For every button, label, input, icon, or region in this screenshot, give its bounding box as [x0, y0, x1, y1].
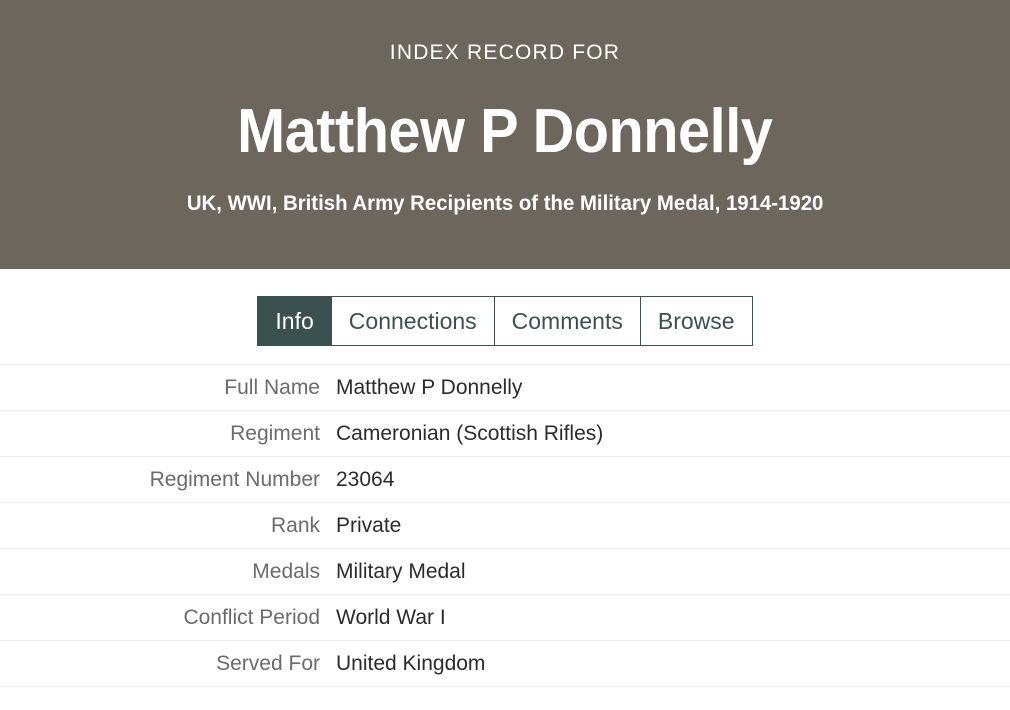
info-table: Full Name Matthew P Donnelly Regiment Ca…: [0, 364, 1010, 687]
table-row: Full Name Matthew P Donnelly: [0, 365, 1010, 411]
field-value-medals: Military Medal: [336, 559, 466, 583]
field-value-rank: Private: [336, 513, 402, 537]
field-label-full-name: Full Name: [224, 375, 320, 399]
table-row: Conflict Period World War I: [0, 595, 1010, 641]
tab-connections[interactable]: Connections: [331, 296, 495, 346]
field-value-regiment-number: 23064: [336, 467, 395, 491]
table-row: Regiment Number 23064: [0, 457, 1010, 503]
tab-list: Info Connections Comments Browse: [257, 296, 753, 346]
field-value-served-for: United Kingdom: [336, 651, 486, 675]
field-label-conflict-period: Conflict Period: [183, 605, 320, 629]
record-collection-subtitle: UK, WWI, British Army Recipients of the …: [186, 192, 824, 216]
table-row: Medals Military Medal: [0, 549, 1010, 595]
record-kicker: INDEX RECORD FOR: [389, 41, 621, 64]
field-label-medals: Medals: [252, 559, 320, 583]
table-row: Rank Private: [0, 503, 1010, 549]
page-title: Matthew P Donnelly: [237, 97, 773, 167]
table-row: Served For United Kingdom: [0, 641, 1010, 687]
field-label-regiment-number: Regiment Number: [149, 467, 320, 491]
record-header: INDEX RECORD FOR Matthew P Donnelly UK, …: [0, 0, 1010, 269]
field-value-regiment: Cameronian (Scottish Rifles): [336, 421, 604, 445]
table-row: Regiment Cameronian (Scottish Rifles): [0, 411, 1010, 457]
tab-comments[interactable]: Comments: [494, 296, 641, 346]
field-label-rank: Rank: [270, 513, 320, 537]
field-value-full-name: Matthew P Donnelly: [336, 375, 523, 399]
tab-browse[interactable]: Browse: [640, 296, 753, 346]
field-label-served-for: Served For: [216, 651, 320, 675]
field-label-regiment: Regiment: [230, 421, 320, 445]
tabs-container: Info Connections Comments Browse: [0, 296, 1010, 346]
field-value-conflict-period: World War I: [336, 605, 446, 629]
tab-info[interactable]: Info: [257, 296, 332, 346]
